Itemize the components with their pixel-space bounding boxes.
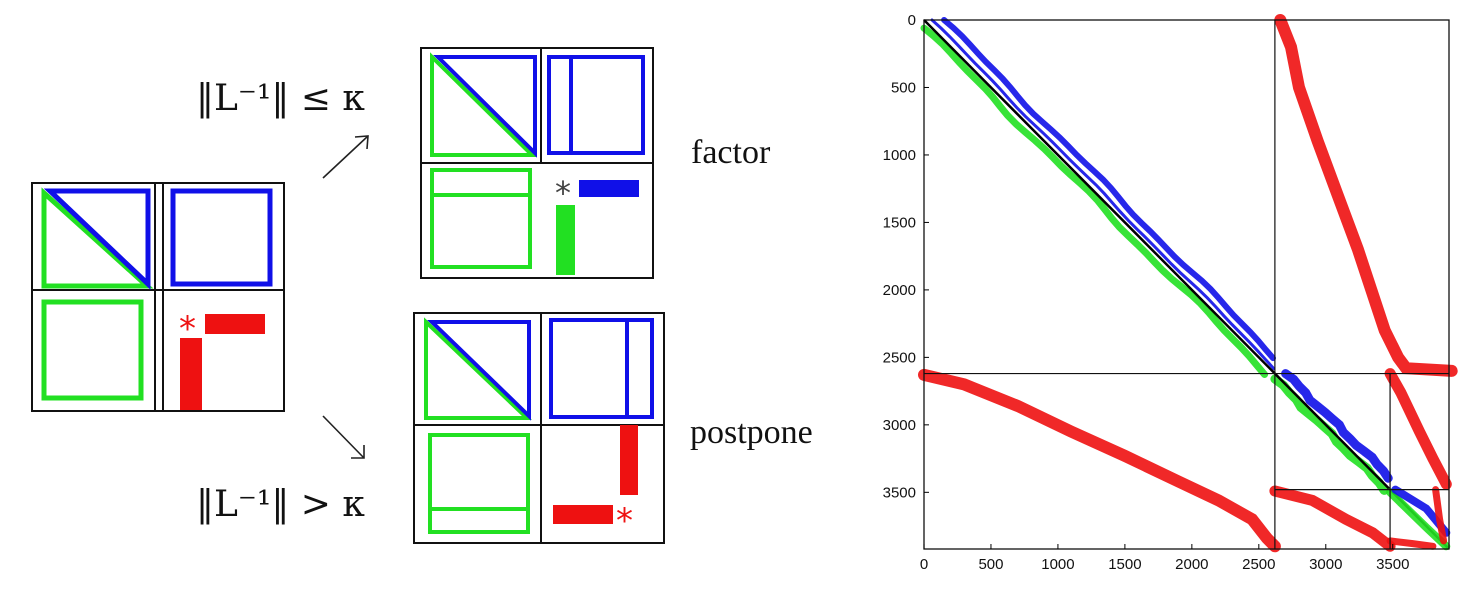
initial-matrix [31,182,285,412]
upper-offdiag-block [547,55,645,155]
schur-col-bar [180,338,202,410]
y-tick-label: 3000 [883,417,916,434]
lower-triangle-block [41,187,154,289]
x-tick-label: 0 [920,556,928,573]
x-tick-label: 1500 [1108,556,1141,573]
y-tick-label: 500 [891,79,916,96]
factored-row-bar [579,180,639,197]
plot-nonzero-bands [918,14,1458,553]
arrow-down-right [322,415,365,459]
y-tick-label: 3500 [883,484,916,501]
factor-condition: ‖L⁻¹‖ ≤ κ [196,78,365,119]
lower-triangle-block [430,52,537,157]
factor-label: factor [691,134,771,171]
plot-block-frame [923,19,1450,550]
plot-tick-labels: 0 500 1000 1500 2000 2500 3000 3500 0 500 1000 1500… [883,12,1410,573]
x-tick-label: 500 [978,556,1003,573]
x-tick-label: 3000 [1309,556,1342,573]
y-tick-label: 2500 [883,349,916,366]
upper-triangle-block [43,188,151,290]
factored-col-bar [556,205,575,275]
lower-band [920,24,1269,378]
upper-band-inner [930,18,1276,371]
pivot-asterisk-factor: * [555,174,571,212]
schur-band-upper [1274,14,1458,377]
lower-offdiag-block [430,168,532,269]
y-tick-label: 1500 [883,214,916,231]
pivot-asterisk-initial: * [179,309,196,349]
y-tick-label: 0 [908,12,916,29]
x-tick-label: 2500 [1242,556,1275,573]
upper-band-sub [1281,369,1393,483]
postponed-col-bar [620,425,638,495]
x-tick-label: 1000 [1041,556,1074,573]
sparsity-plot: 0 500 1000 1500 2000 2500 3000 3500 0 500 1000 1500… [883,12,1458,573]
factor-matrix [420,47,654,279]
schur-band-lower [918,368,1281,553]
postpone-condition: ‖L⁻¹‖ > κ [196,484,365,525]
pivot-asterisk-postpone: * [616,501,633,541]
upper-offdiag-block [170,188,273,287]
lower-band-small [1386,488,1451,551]
main-diagonal [923,19,1276,375]
schur-row-bar [205,314,265,334]
schur-band-small-upper [1432,486,1448,545]
schur-band-sub-upper [1384,368,1452,490]
y-tick-label: 1000 [883,147,916,164]
lower-offdiag-block [41,299,144,401]
lower-triangle-block [424,317,533,420]
arrow-up-right [322,135,369,179]
schur-band-small-lower [1386,537,1437,550]
plot-border [923,19,1450,550]
upper-triangle-block [433,55,537,158]
postpone-matrix [413,312,665,544]
schur-band-sub-lower [1269,485,1396,552]
postponed-row-bar [553,505,613,524]
x-tick-label: 3500 [1376,556,1409,573]
upper-offdiag-block [549,318,654,419]
upper-band [941,17,1276,362]
lower-band-sub [1270,374,1389,495]
upper-triangle-block [427,320,531,421]
x-tick-label: 2000 [1175,556,1208,573]
y-tick-label: 2000 [883,282,916,299]
lower-offdiag-block [428,433,530,534]
postpone-label: postpone [690,414,813,451]
